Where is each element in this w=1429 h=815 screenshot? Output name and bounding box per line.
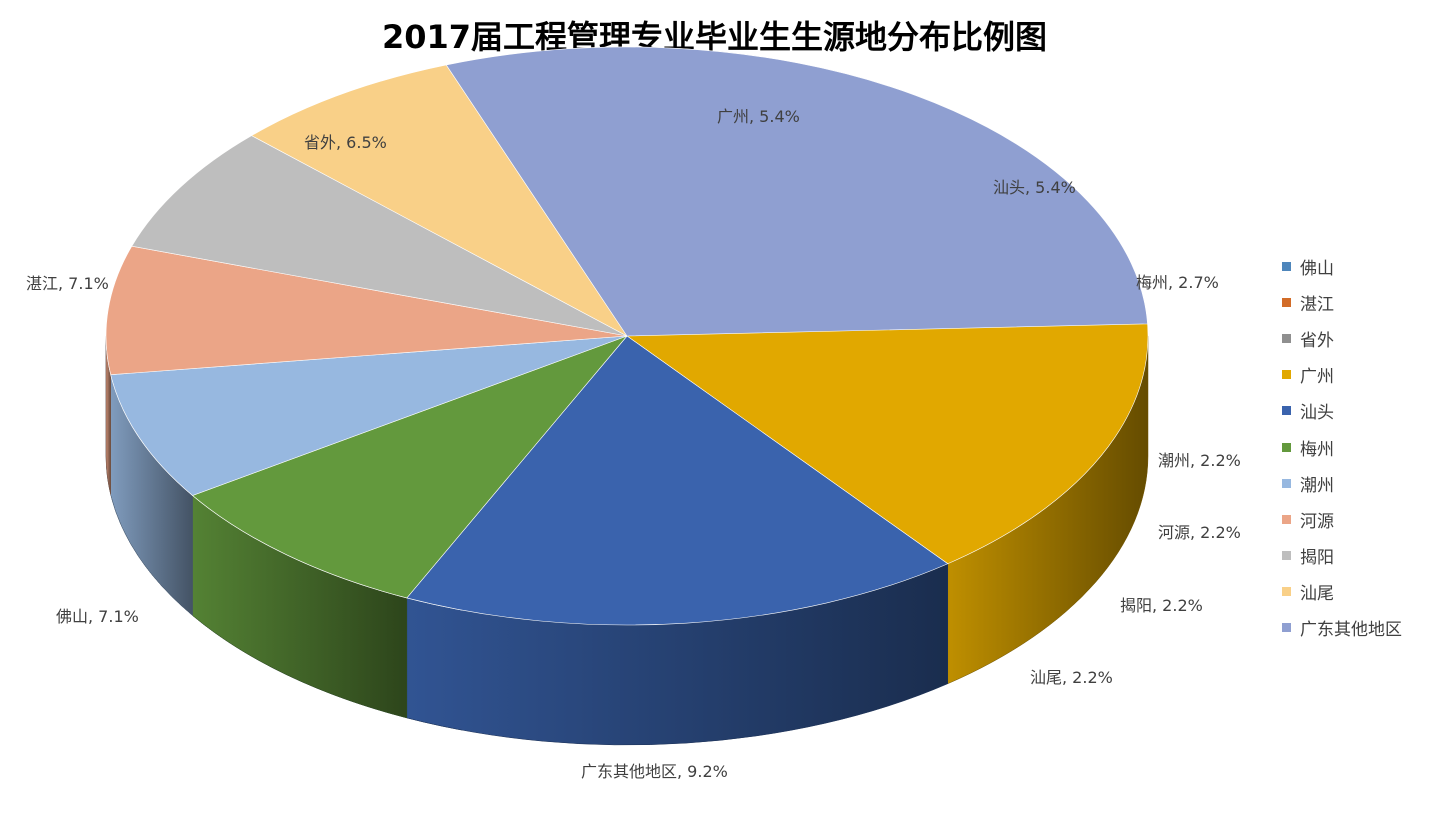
legend-item-6[interactable]: 潮州: [1282, 465, 1402, 501]
legend-swatch: [1282, 333, 1291, 343]
data-label-1: 湛江, 7.1%: [26, 274, 109, 293]
legend-swatch: [1282, 261, 1291, 271]
legend-item-0[interactable]: 佛山: [1282, 248, 1402, 284]
legend-label: 省外: [1300, 330, 1334, 351]
legend-item-1[interactable]: 湛江: [1282, 284, 1402, 320]
pie-slice-7[interactable]: [105, 245, 628, 376]
pie-slice-4[interactable]: [406, 335, 949, 626]
legend-label: 湛江: [1300, 294, 1334, 315]
pie-slice-10[interactable]: [445, 46, 1148, 337]
pie-slice-8[interactable]: [131, 135, 628, 337]
data-label-0: 佛山, 7.1%: [56, 607, 139, 626]
legend-item-8[interactable]: 揭阳: [1282, 538, 1402, 574]
pie-slice-9[interactable]: [250, 64, 628, 337]
legend-swatch: [1282, 551, 1291, 561]
legend-item-10[interactable]: 广东其他地区: [1282, 610, 1402, 646]
data-label-6: 潮州, 2.2%: [1158, 451, 1241, 470]
legend-label: 汕尾: [1300, 584, 1334, 605]
legend-item-4[interactable]: 汕头: [1282, 393, 1402, 429]
pie-slice-6[interactable]: [110, 335, 628, 496]
data-label-5: 梅州, 2.7%: [1136, 273, 1219, 292]
chart-title: 2017届工程管理专业毕业生生源地分布比例图: [381, 18, 1048, 56]
data-label-3: 广州, 5.4%: [717, 107, 800, 126]
data-label-2: 省外, 6.5%: [304, 133, 387, 152]
legend-swatch: [1282, 587, 1291, 597]
data-label-10: 广东其他地区, 9.2%: [581, 762, 728, 781]
legend-swatch: [1282, 623, 1291, 633]
data-label-9: 汕尾, 2.2%: [1030, 668, 1113, 687]
legend-label: 河源: [1300, 511, 1334, 532]
legend-item-3[interactable]: 广州: [1282, 357, 1402, 393]
legend-swatch: [1282, 406, 1291, 416]
legend-label: 汕头: [1300, 403, 1334, 424]
legend-swatch: [1282, 478, 1291, 488]
data-label-8: 揭阳, 2.2%: [1120, 596, 1203, 615]
legend-item-7[interactable]: 河源: [1282, 501, 1402, 537]
legend-item-5[interactable]: 梅州: [1282, 429, 1402, 465]
legend-item-2[interactable]: 省外: [1282, 320, 1402, 356]
legend: 佛山湛江省外广州汕头梅州潮州河源揭阳汕尾广东其他地区: [1282, 248, 1402, 646]
legend-label: 梅州: [1300, 439, 1334, 460]
legend-swatch: [1282, 442, 1291, 452]
legend-swatch: [1282, 297, 1291, 307]
legend-swatch: [1282, 370, 1291, 380]
pie-slice-5[interactable]: [191, 335, 628, 599]
legend-label: 广州: [1300, 367, 1334, 388]
legend-label: 揭阳: [1300, 548, 1334, 569]
legend-item-9[interactable]: 汕尾: [1282, 574, 1402, 610]
legend-swatch: [1282, 514, 1291, 524]
legend-label: 广东其他地区: [1300, 620, 1402, 641]
data-label-4: 汕头, 5.4%: [993, 178, 1076, 197]
legend-label: 佛山: [1300, 258, 1334, 279]
data-label-7: 河源, 2.2%: [1158, 523, 1241, 542]
legend-label: 潮州: [1300, 475, 1334, 496]
